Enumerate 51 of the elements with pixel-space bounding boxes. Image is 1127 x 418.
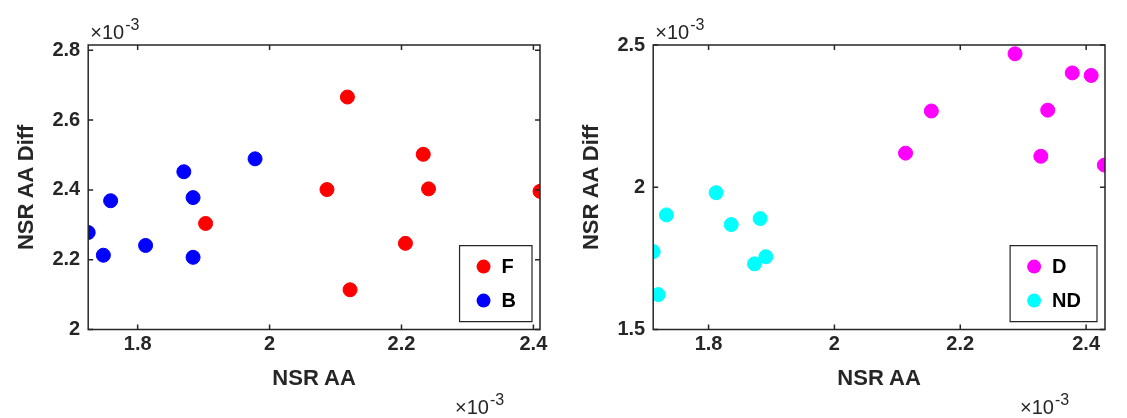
point xyxy=(1033,148,1049,164)
legend-label: ND xyxy=(1052,289,1081,312)
point xyxy=(1064,65,1080,81)
y-tick-label: 2 xyxy=(634,174,646,197)
y-tick-label: 2.5 xyxy=(617,32,646,55)
point xyxy=(923,103,939,119)
point xyxy=(185,190,201,206)
y-tick-label: 2.6 xyxy=(52,107,81,130)
point xyxy=(752,211,768,227)
point xyxy=(342,282,358,298)
point xyxy=(319,182,335,198)
point xyxy=(103,193,119,209)
point xyxy=(198,215,214,231)
point xyxy=(708,185,724,201)
point xyxy=(658,207,674,223)
point xyxy=(176,164,192,180)
point xyxy=(421,181,437,197)
x-axis-title: NSR AA xyxy=(837,364,921,390)
y-axis-title: NSR AA Diff xyxy=(578,123,604,251)
point xyxy=(339,89,355,105)
point xyxy=(1083,67,1099,83)
point xyxy=(747,256,763,272)
x-tick-label: 2.4 xyxy=(519,332,549,355)
y-tick-label: 2.8 xyxy=(52,37,81,60)
x-tick-label: 1.8 xyxy=(694,332,723,355)
point xyxy=(898,145,914,161)
point xyxy=(1007,46,1023,62)
legend-label: D xyxy=(1052,255,1067,278)
legend-label: B xyxy=(501,289,517,312)
x-tick-label: 2.2 xyxy=(387,332,416,355)
point xyxy=(247,151,263,167)
y-axis-title: NSR AA Diff xyxy=(13,123,39,251)
x-tick-label: 2 xyxy=(828,332,840,355)
point xyxy=(1040,102,1056,118)
point xyxy=(138,237,154,253)
y-tick-label: 2 xyxy=(69,317,81,340)
x-tick-label: 2.2 xyxy=(946,332,975,355)
y-tick-label: 1.5 xyxy=(617,317,646,340)
point xyxy=(758,249,774,265)
point xyxy=(185,249,201,265)
point xyxy=(415,146,431,162)
point xyxy=(95,247,111,263)
y-tick-label: 2.2 xyxy=(52,247,81,270)
y-tick-label: 2.4 xyxy=(52,177,82,200)
point xyxy=(723,217,739,233)
point xyxy=(397,235,413,251)
x-axis-title: NSR AA xyxy=(272,364,356,390)
x-tick-label: 2.4 xyxy=(1072,332,1101,355)
legend-label: F xyxy=(501,255,514,278)
x-tick-label: 2 xyxy=(264,332,276,355)
x-tick-label: 1.8 xyxy=(123,332,152,355)
